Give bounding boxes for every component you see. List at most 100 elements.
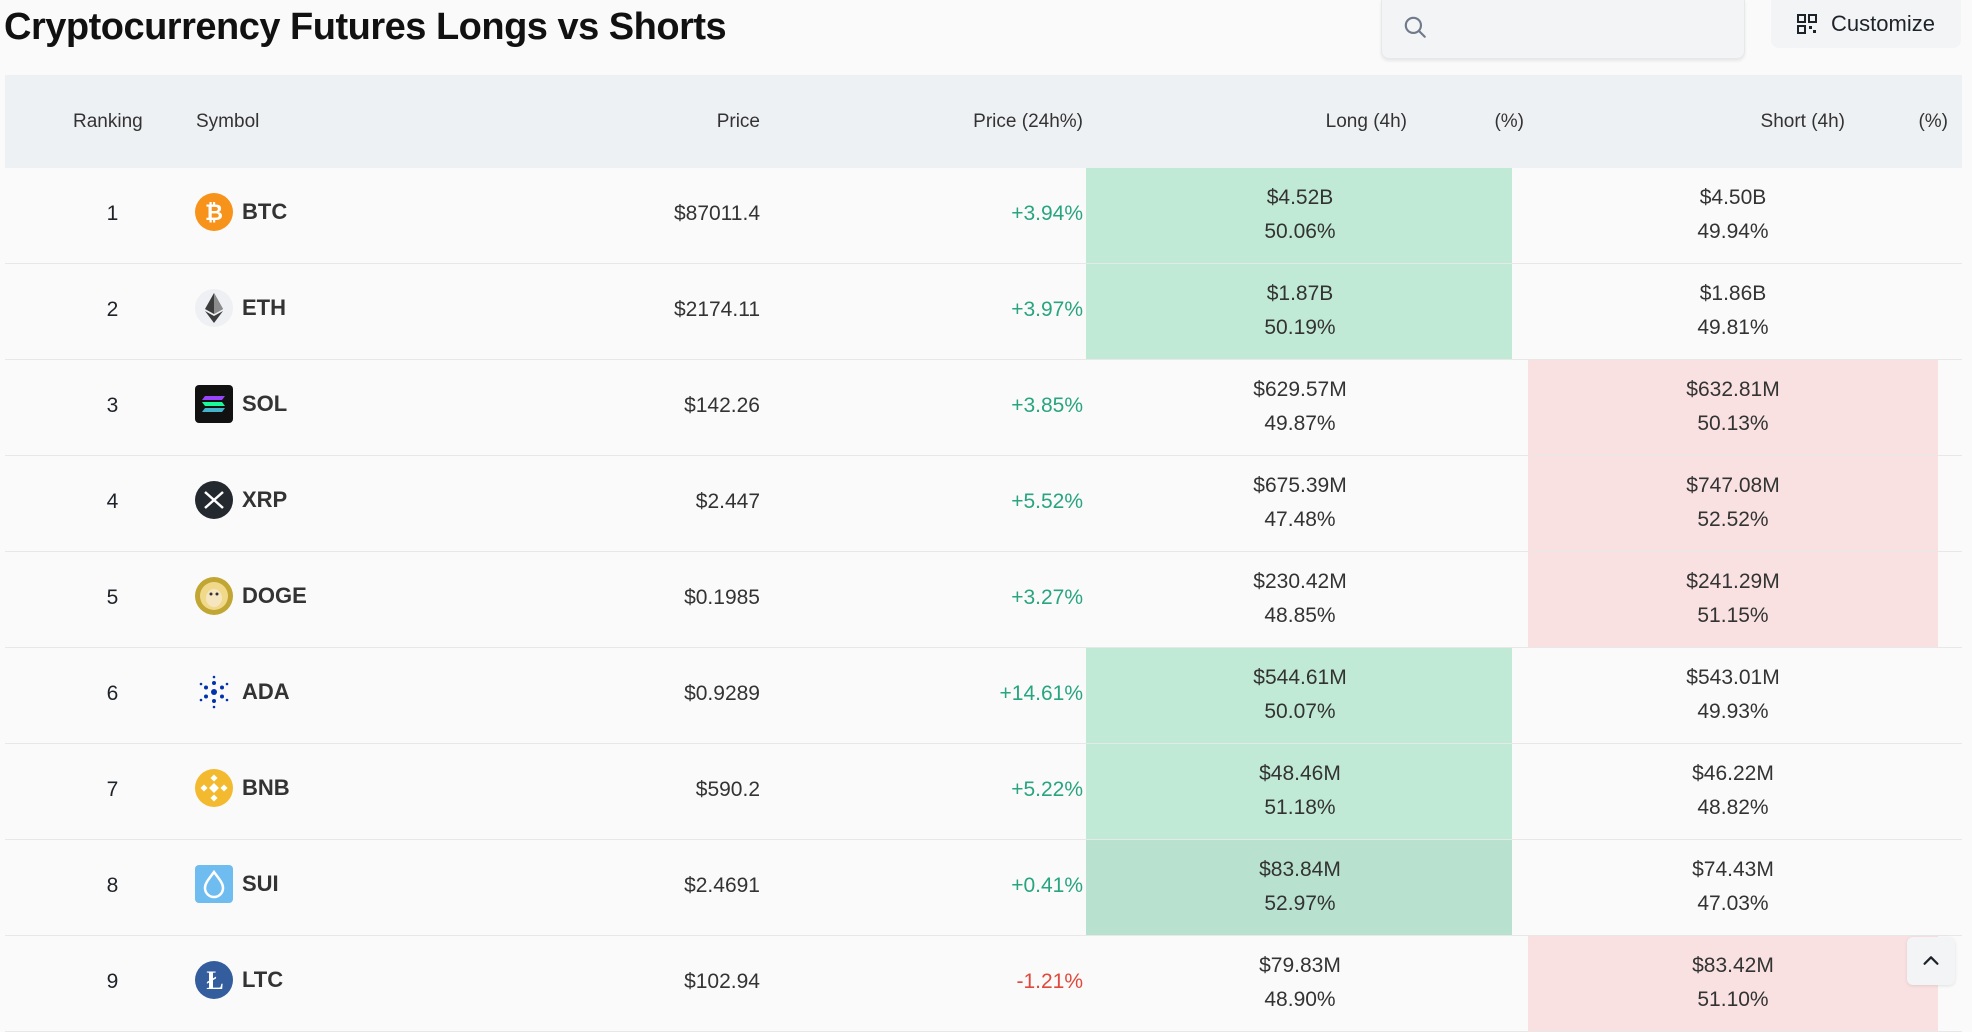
price-cell: $590.2 [695,778,760,801]
symbol-label: XRP [242,487,288,512]
short-cell: $83.42M 51.10% [1583,949,1883,1017]
column-header-short[interactable]: Short (4h) [1760,111,1845,132]
short-cell: $543.01M 49.93% [1583,661,1883,729]
grid-icon [1797,14,1818,34]
short-cell: $46.22M 48.82% [1583,757,1883,825]
column-header-ranking[interactable]: Ranking [73,111,143,132]
column-header-price-change[interactable]: Price (24h%) [973,111,1083,132]
symbol-label: ETH [242,295,286,320]
long-value: $48.46M [1259,762,1341,785]
long-cell-background [1086,264,1512,359]
rank-cell: 8 [106,874,119,897]
short-percent: 52.52% [1697,508,1769,531]
column-header-short-pct[interactable]: (%) [1918,111,1948,132]
rank-cell: 2 [106,298,119,321]
price-cell: $142.26 [684,394,760,417]
symbol-cell[interactable]: ADA [195,673,290,711]
symbol-label: BNB [242,775,290,800]
search-input[interactable] [1442,12,1726,46]
long-cell-background [1086,840,1512,935]
price-cell: $102.94 [684,970,760,993]
symbol-label: SUI [242,871,279,896]
symbol-cell[interactable]: ETH [195,289,286,327]
table-row[interactable]: 5 DOGE $0.1985 +3.27% $230.42M 48.85% $2… [5,552,1962,648]
table-row[interactable]: 7 BNB $590.2 +5.22% $48.46M 51.18% $46.2… [5,744,1962,840]
sol-icon [195,385,233,423]
short-cell-background [1528,360,1938,455]
long-cell: $230.42M 48.85% [1150,565,1450,633]
long-value: $675.39M [1253,474,1347,497]
short-value: $241.29M [1686,570,1780,593]
symbol-label: ADA [242,679,290,704]
short-cell: $241.29M 51.15% [1583,565,1883,633]
short-cell: $74.43M 47.03% [1583,853,1883,921]
long-percent: 49.87% [1264,412,1336,435]
search-box[interactable] [1381,0,1745,59]
symbol-cell[interactable]: ₿ BTC [195,193,287,231]
table-row[interactable]: 8 SUI $2.4691 +0.41% $83.84M 52.97% $74.… [5,840,1962,936]
long-cell-background [1086,648,1512,743]
long-percent: 50.06% [1264,220,1336,243]
customize-button[interactable]: Customize [1771,0,1961,48]
long-cell: $675.39M 47.48% [1150,469,1450,537]
short-cell: $747.08M 52.52% [1583,469,1883,537]
short-cell-background [1528,552,1938,647]
table-row[interactable]: 6 ADA $0.9289 +14.61% $544.61M 50.07% $5… [5,648,1962,744]
svg-text:Ł: Ł [206,966,223,995]
column-header-price[interactable]: Price [716,111,760,132]
table-row[interactable]: 2 ETH $2174.11 +3.97% $1.87B 50.19% $1.8… [5,264,1962,360]
long-value: $629.57M [1253,378,1347,401]
column-header-long[interactable]: Long (4h) [1325,111,1407,132]
price-change-cell: +5.22% [1011,778,1083,801]
table-row[interactable]: 1 ₿ BTC $87011.4 +3.94% $4.52B 50.06% $4… [5,168,1962,264]
column-header-long-pct[interactable]: (%) [1494,111,1524,132]
long-percent: 51.18% [1264,796,1336,819]
short-value: $1.86B [1699,282,1767,305]
long-percent: 48.85% [1264,604,1336,627]
svg-text:₿: ₿ [205,200,223,225]
symbol-cell[interactable]: BNB [195,769,290,807]
long-cell-background [1086,168,1512,263]
short-cell: $1.86B 49.81% [1583,277,1883,345]
short-value: $74.43M [1692,858,1774,881]
short-value: $747.08M [1686,474,1780,497]
price-change-cell: +14.61% [999,682,1084,705]
price-change-cell: +5.52% [1011,490,1083,513]
table-body: 1 ₿ BTC $87011.4 +3.94% $4.52B 50.06% $4… [5,168,1962,1032]
table-header: Ranking Symbol Price Price (24h%) Long (… [5,75,1962,168]
rank-cell: 4 [106,490,119,513]
price-change-cell: +0.41% [1011,874,1083,897]
short-value: $543.01M [1686,666,1780,689]
symbol-cell[interactable]: SUI [195,865,279,903]
price-change-cell: -1.21% [1016,970,1083,993]
symbol-cell[interactable]: DOGE [195,577,307,615]
symbol-label: DOGE [242,583,307,608]
short-percent: 49.81% [1697,316,1769,339]
symbol-cell[interactable]: Ł LTC [195,961,283,999]
table-row[interactable]: 3 SOL $142.26 +3.85% $629.57M 49.87% $63… [5,360,1962,456]
short-value: $83.42M [1692,954,1774,977]
doge-icon [195,577,233,615]
short-percent: 50.13% [1697,412,1769,435]
bnb-icon [195,769,233,807]
long-cell: $4.52B 50.06% [1150,181,1450,249]
long-cell-background [1086,744,1512,839]
short-percent: 51.15% [1697,604,1769,627]
table-row[interactable]: 9 Ł LTC $102.94 -1.21% $79.83M 48.90% $8… [5,936,1962,1032]
price-cell: $2.447 [695,490,760,513]
scroll-to-top-button[interactable] [1907,937,1955,985]
symbol-cell[interactable]: SOL [195,385,287,423]
short-percent: 49.94% [1697,220,1769,243]
table-row[interactable]: 4 XRP $2.447 +5.52% $675.39M 47.48% $747… [5,456,1962,552]
longs-shorts-table: Ranking Symbol Price Price (24h%) Long (… [5,75,1962,1032]
short-percent: 47.03% [1697,892,1769,915]
price-change-cell: +3.94% [1011,202,1083,225]
symbol-label: LTC [242,967,284,992]
long-cell: $48.46M 51.18% [1150,757,1450,825]
long-percent: 47.48% [1264,508,1336,531]
column-header-symbol[interactable]: Symbol [196,111,260,132]
search-icon [1404,16,1426,38]
symbol-cell[interactable]: XRP [195,481,287,519]
symbol-label: SOL [242,391,288,416]
rank-cell: 9 [106,970,119,993]
